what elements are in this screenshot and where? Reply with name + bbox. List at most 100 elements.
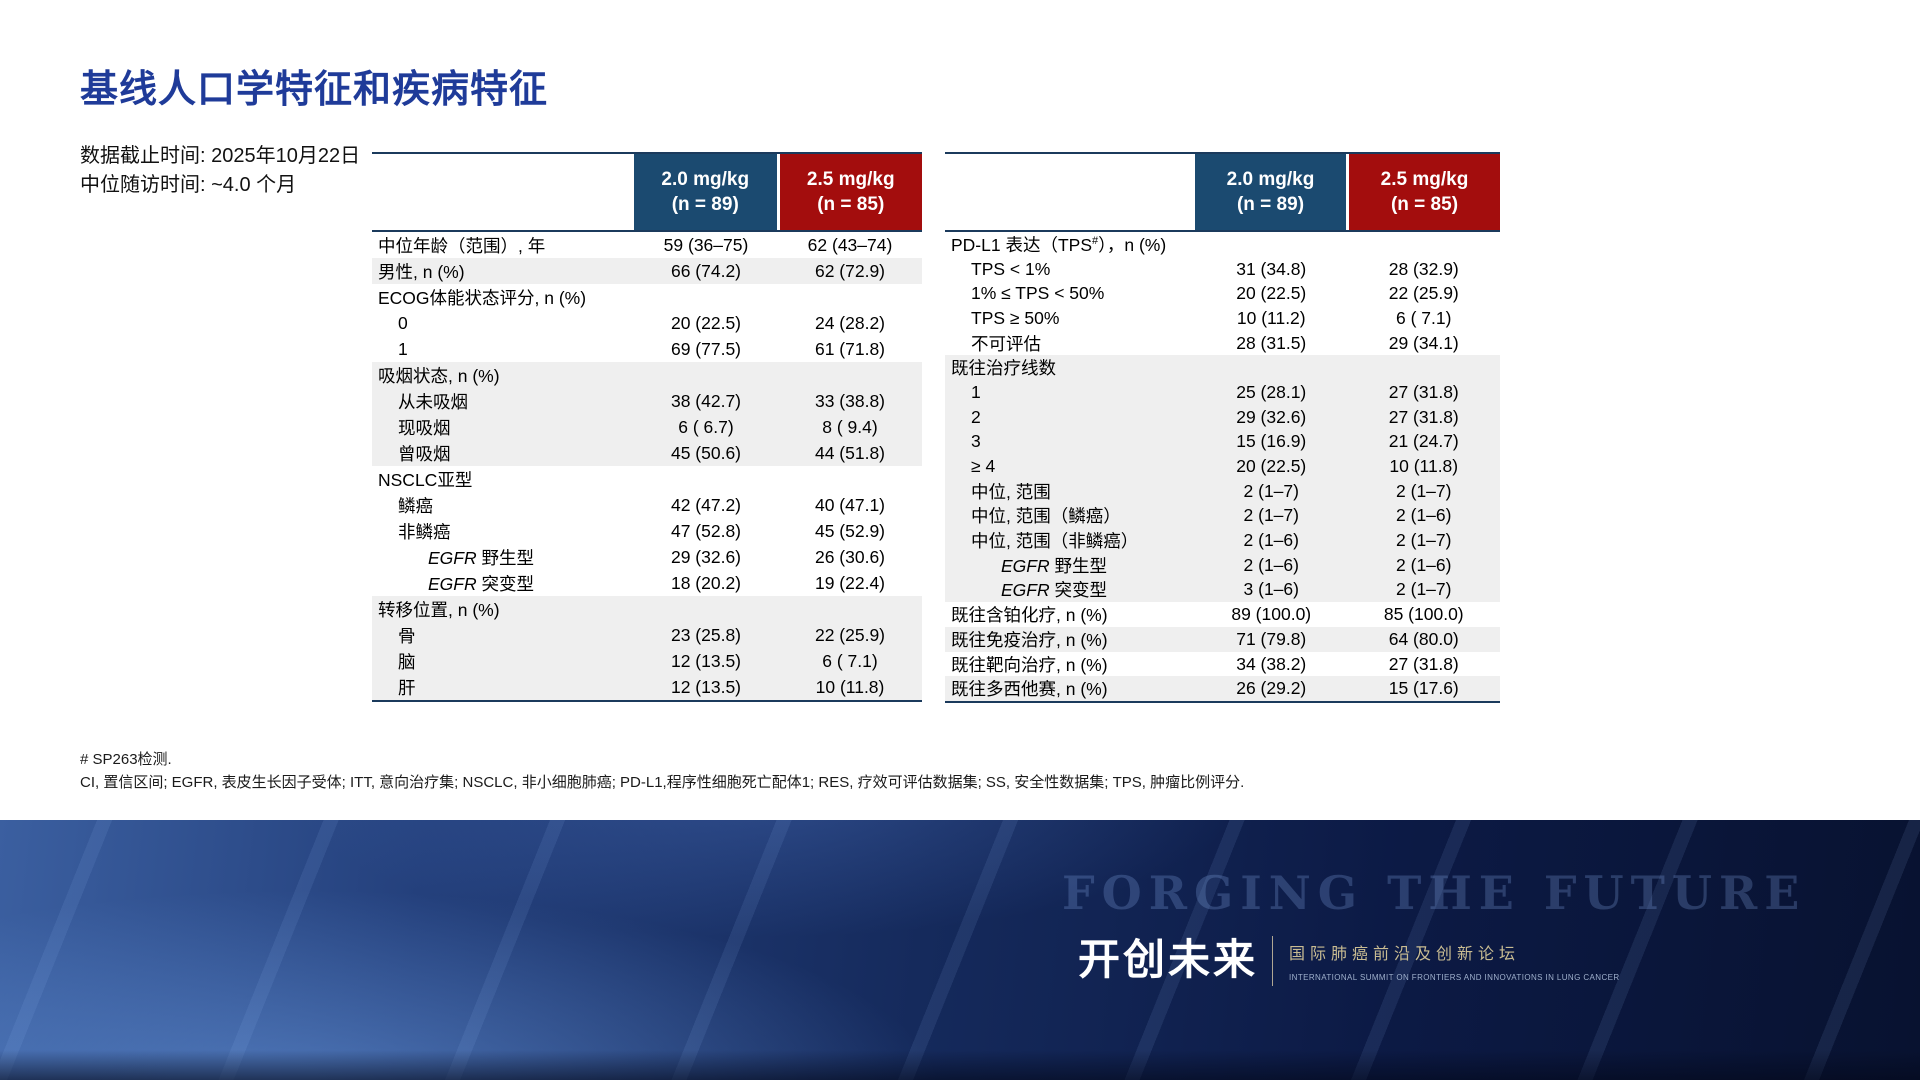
row-label: 1% ≤ TPS < 50% xyxy=(971,283,1105,304)
cell-value: 44 (51.8) xyxy=(814,442,886,463)
row-label: 脑 xyxy=(398,651,416,672)
footnote-assay: # SP263检测. xyxy=(80,751,172,768)
table-row: ECOG体能状态评分, n (%) xyxy=(372,284,922,310)
data-cutoff-text: 数据截止时间: 2025年10月22日 xyxy=(80,145,361,167)
cell-value: 26 (29.2) xyxy=(1236,678,1307,699)
meta-block: 数据截止时间: 2025年10月22日 中位随访时间: ~4.0 个月 xyxy=(80,142,360,200)
row-label: 中位年龄（范围）, 年 xyxy=(378,235,546,256)
cell-value: 26 (30.6) xyxy=(814,546,886,567)
cell-value: 20 (22.5) xyxy=(670,312,742,333)
table-row: 鳞癌 42 (47.2) 40 (47.1) xyxy=(372,492,922,518)
cell-value: 6 ( 7.1) xyxy=(1396,307,1452,328)
table-row: 1 69 (77.5) 61 (71.8) xyxy=(372,336,922,362)
table-row: 吸烟状态, n (%) xyxy=(372,362,922,388)
cell-value: 12 (13.5) xyxy=(670,650,742,671)
table-row: 1 25 (28.1) 27 (31.8) xyxy=(945,380,1500,405)
cell-value: 2 (1–7) xyxy=(1396,480,1452,501)
page-title: 基线人口学特征和疾病特征 xyxy=(80,69,549,111)
column-header-2-5-mgkg: 2.5 mg/kg (n = 85) xyxy=(779,154,922,230)
table-row: TPS < 1% 31 (34.8) 28 (32.9) xyxy=(945,257,1500,282)
table-row: 曾吸烟 45 (50.6) 44 (51.8) xyxy=(372,440,922,466)
table-row: 非鳞癌 47 (52.8) 45 (52.9) xyxy=(372,518,922,544)
row-label: EGFR 突变型 xyxy=(1001,580,1107,601)
cell-value: 18 (20.2) xyxy=(670,572,742,593)
row-label: 鳞癌 xyxy=(398,495,433,516)
row-label: 中位, 范围 xyxy=(971,481,1051,502)
conference-logo-cn: 开创未来 xyxy=(1078,935,1259,984)
cell-value: 42 (47.2) xyxy=(670,494,742,515)
cell-value: 21 (24.7) xyxy=(1388,431,1459,452)
table-row: 中位, 范围 2 (1–7) 2 (1–7) xyxy=(945,478,1500,504)
cell-value: 45 (50.6) xyxy=(670,442,742,463)
cell-value: 6 ( 6.7) xyxy=(678,416,734,437)
cell-value: 6 ( 7.1) xyxy=(822,650,878,671)
table-row: EGFR 野生型 2 (1–6) 2 (1–6) xyxy=(945,552,1500,578)
cell-value: 10 (11.8) xyxy=(1389,456,1459,477)
table-row: 男性, n (%) 66 (74.2) 62 (72.9) xyxy=(372,258,922,284)
cell-value: 22 (25.9) xyxy=(1388,283,1459,304)
row-label: 骨 xyxy=(398,625,416,646)
cell-value: 2 (1–6) xyxy=(1396,554,1452,575)
cell-value: 29 (32.6) xyxy=(1236,406,1307,427)
cell-value: 38 (42.7) xyxy=(670,390,742,411)
row-label: ≥ 4 xyxy=(971,456,996,477)
cell-value: 71 (79.8) xyxy=(1236,628,1307,649)
conference-subtitle-en: INTERNATIONAL SUMMIT ON FRONTIERS AND IN… xyxy=(1289,973,1620,982)
table-row: 转移位置, n (%) xyxy=(372,596,922,622)
row-label: 既往含铂化疗, n (%) xyxy=(951,605,1108,626)
row-label: TPS < 1% xyxy=(971,258,1051,279)
cell-value: 2 (1–6) xyxy=(1396,505,1452,526)
table-row: 既往靶向治疗, n (%) 34 (38.2) 27 (31.8) xyxy=(945,652,1500,677)
cell-value: 66 (74.2) xyxy=(670,260,742,281)
row-label: 0 xyxy=(398,312,408,333)
table-row: 中位, 范围（鳞癌） 2 (1–7) 2 (1–6) xyxy=(945,503,1500,529)
cell-value: 45 (52.9) xyxy=(814,520,886,541)
cell-value: 62 (43–74) xyxy=(807,234,893,255)
table-row: ≥ 4 20 (22.5) 10 (11.8) xyxy=(945,454,1500,479)
cell-value: 2 (1–7) xyxy=(1243,505,1299,526)
row-label: 肝 xyxy=(398,677,416,698)
table-row: TPS ≥ 50% 10 (11.2) 6 ( 7.1) xyxy=(945,306,1500,331)
table-body: 中位年龄（范围）, 年 59 (36–75) 62 (43–74) 男性, n (%)… xyxy=(372,232,922,702)
cell-value: 29 (34.1) xyxy=(1388,332,1459,353)
cell-value: 15 (17.6) xyxy=(1388,678,1459,699)
row-label: 吸烟状态, n (%) xyxy=(378,365,500,386)
row-label: 非鳞癌 xyxy=(398,521,451,542)
cell-value: 33 (38.8) xyxy=(814,390,886,411)
cell-value: 29 (32.6) xyxy=(670,546,742,567)
row-label: 既往治疗线数 xyxy=(951,358,1056,379)
row-label: NSCLC亚型 xyxy=(378,469,473,490)
table-row: 1% ≤ TPS < 50% 20 (22.5) 22 (25.9) xyxy=(945,281,1500,306)
cell-value: 59 (36–75) xyxy=(663,234,749,255)
row-label: 3 xyxy=(971,431,981,452)
cell-value: 2 (1–7) xyxy=(1243,480,1299,501)
cell-value: 2 (1–7) xyxy=(1396,530,1452,551)
row-label: TPS ≥ 50% xyxy=(971,307,1060,328)
column-header-2-0-mgkg: 2.0 mg/kg (n = 89) xyxy=(634,154,777,230)
table-row: 2 29 (32.6) 27 (31.8) xyxy=(945,404,1500,430)
table-row: 现吸烟 6 ( 6.7) 8 ( 9.4) xyxy=(372,414,922,440)
row-label: EGFR 野生型 xyxy=(1001,555,1107,576)
table-row: 0 20 (22.5) 24 (28.2) xyxy=(372,310,922,336)
row-label: 男性, n (%) xyxy=(378,261,465,282)
cell-value: 27 (31.8) xyxy=(1388,381,1459,402)
row-label: 中位, 范围（鳞癌） xyxy=(971,506,1121,527)
table-baseline-demographics: 2.0 mg/kg (n = 89) 2.5 mg/kg (n = 85) 中位年龄（范… xyxy=(372,152,922,702)
cell-value: 25 (28.1) xyxy=(1236,381,1307,402)
header-spacer-cell xyxy=(372,154,634,230)
conference-subtitle-cn: 国际肺癌前沿及创新论坛 xyxy=(1289,946,1521,963)
row-label: 1 xyxy=(971,381,981,402)
row-label: ECOG体能状态评分, n (%) xyxy=(378,287,587,308)
header-spacer-cell xyxy=(945,154,1195,230)
table-row: 既往治疗线数 xyxy=(945,355,1500,381)
table-row: 脑 12 (13.5) 6 ( 7.1) xyxy=(372,648,922,674)
table-row: 既往免疫治疗, n (%) 71 (79.8) 64 (80.0) xyxy=(945,627,1500,652)
row-label: 曾吸烟 xyxy=(398,443,451,464)
cell-value: 61 (71.8) xyxy=(814,338,886,359)
cell-value: 24 (28.2) xyxy=(814,312,886,333)
cell-value: 47 (52.8) xyxy=(670,520,742,541)
cell-value: 31 (34.8) xyxy=(1236,258,1307,279)
row-label: 不可评估 xyxy=(971,333,1041,354)
table-row: 不可评估 28 (31.5) 29 (34.1) xyxy=(945,331,1500,356)
table-row: 中位年龄（范围）, 年 59 (36–75) 62 (43–74) xyxy=(372,232,922,258)
